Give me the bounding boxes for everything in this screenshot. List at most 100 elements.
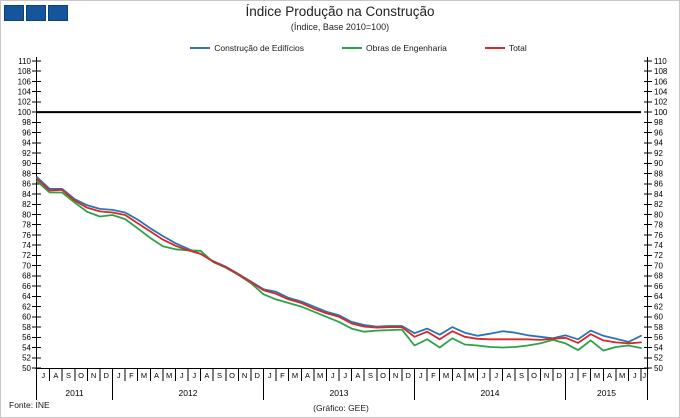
svg-text:O: O [380,371,386,380]
series-constru-o-de-edif-cios [36,176,642,343]
source-note: Fonte: INE [9,400,50,410]
svg-text:A: A [456,371,461,380]
svg-text:62: 62 [22,302,31,311]
svg-text:A: A [204,371,209,380]
svg-text:88: 88 [654,169,663,178]
logo [4,5,68,21]
svg-text:56: 56 [22,333,31,342]
svg-text:52: 52 [654,354,663,363]
svg-text:J: J [192,371,196,380]
svg-text:A: A [154,371,159,380]
svg-text:80: 80 [22,210,31,219]
svg-text:72: 72 [22,251,31,260]
svg-text:D: D [254,371,260,380]
svg-text:M: M [468,371,474,380]
svg-text:50: 50 [22,364,31,373]
svg-text:110: 110 [654,57,667,66]
svg-text:56: 56 [654,333,663,342]
logo-square [26,5,46,21]
svg-text:64: 64 [22,292,31,301]
svg-text:D: D [103,371,109,380]
svg-text:78: 78 [22,221,31,230]
svg-text:54: 54 [654,343,663,352]
legend-swatch-green-line [342,47,362,49]
legend-item-construcao-edificios: Construção de Edifícios [190,43,304,53]
svg-text:90: 90 [654,159,663,168]
svg-text:N: N [91,371,96,380]
svg-text:J: J [180,371,184,380]
svg-text:D: D [556,371,562,380]
svg-text:108: 108 [654,67,668,76]
svg-text:98: 98 [654,118,663,127]
svg-text:104: 104 [654,88,668,97]
svg-text:58: 58 [654,323,663,332]
svg-text:J: J [331,371,335,380]
svg-text:60: 60 [654,313,663,322]
svg-text:A: A [305,371,310,380]
svg-text:98: 98 [22,118,31,127]
svg-text:76: 76 [654,231,663,240]
page-title: Índice Produção na Construção [245,4,435,19]
svg-text:F: F [129,371,134,380]
svg-text:S: S [66,371,71,380]
page-subtitle: (Índice, Base 2010=100) [290,22,390,32]
svg-text:54: 54 [22,343,31,352]
svg-text:82: 82 [22,200,31,209]
svg-text:100: 100 [18,108,32,117]
svg-text:M: M [141,371,147,380]
legend-swatch-blue-line [190,47,211,49]
svg-text:94: 94 [22,139,31,148]
svg-text:2011: 2011 [65,388,84,398]
svg-text:J: J [41,371,45,380]
svg-text:82: 82 [654,200,663,209]
svg-text:74: 74 [22,241,31,250]
svg-text:58: 58 [22,323,31,332]
svg-text:S: S [217,371,222,380]
svg-text:68: 68 [654,272,663,281]
svg-text:106: 106 [654,77,668,86]
series-total [36,177,642,345]
legend-item-total: Total [484,43,527,53]
svg-text:J: J [633,371,637,380]
svg-text:F: F [431,371,436,380]
svg-text:106: 106 [18,77,32,86]
legend-label: Total [508,43,527,53]
svg-text:M: M [594,371,600,380]
svg-text:92: 92 [22,149,31,158]
svg-text:2012: 2012 [179,388,198,398]
svg-text:60: 60 [22,313,31,322]
svg-text:90: 90 [22,159,31,168]
svg-text:J: J [343,371,347,380]
legend-label: Construção de Edifícios [214,43,304,53]
legend-swatch-red-line [484,47,505,49]
svg-text:96: 96 [654,128,663,137]
svg-text:66: 66 [22,282,31,291]
svg-text:M: M [443,371,449,380]
svg-text:86: 86 [22,180,31,189]
series-obras-de-engenharia [36,180,642,352]
svg-text:M: M [317,371,323,380]
logo-square [4,5,24,21]
svg-text:2013: 2013 [330,388,349,398]
svg-text:52: 52 [22,354,31,363]
svg-text:J: J [482,371,486,380]
svg-text:78: 78 [654,221,663,230]
svg-text:S: S [519,371,524,380]
svg-text:J: J [117,371,121,380]
svg-text:96: 96 [22,128,31,137]
svg-text:86: 86 [654,180,663,189]
svg-text:A: A [607,371,612,380]
svg-text:J: J [268,371,272,380]
svg-text:94: 94 [654,139,663,148]
svg-text:S: S [368,371,373,380]
svg-text:O: O [78,371,84,380]
svg-text:70: 70 [22,261,31,270]
legend-item-obras-engenharia: Obras de Engenharia [342,43,447,53]
svg-text:84: 84 [654,190,663,199]
svg-text:72: 72 [654,251,663,260]
svg-text:J: J [419,371,423,380]
svg-text:62: 62 [654,302,663,311]
svg-text:O: O [531,371,537,380]
